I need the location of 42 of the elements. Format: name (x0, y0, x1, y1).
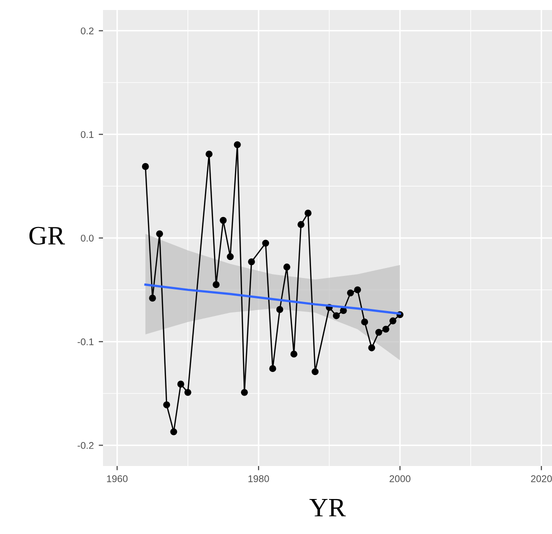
point (226, 253, 234, 260)
point (375, 328, 382, 336)
point (269, 365, 276, 372)
point (177, 380, 184, 388)
point (298, 221, 304, 228)
point (354, 286, 362, 294)
point (156, 230, 164, 238)
y-tick-label: 0.0 (80, 234, 94, 242)
point (283, 264, 290, 270)
point (163, 401, 170, 408)
point (234, 141, 241, 148)
point (332, 312, 340, 320)
x-tick-label: 1960 (107, 475, 128, 482)
x-tick-label: 1980 (248, 475, 269, 482)
point (389, 317, 396, 324)
point (220, 216, 227, 224)
point (304, 210, 312, 217)
x-tick-label: 2020 (531, 475, 552, 482)
point (212, 281, 220, 288)
y-axis-title: GR (29, 226, 65, 245)
point (290, 350, 298, 358)
point (347, 289, 354, 296)
point (149, 294, 156, 302)
point (248, 258, 255, 266)
point (368, 344, 376, 352)
x-axis-title: YR (309, 499, 346, 516)
point (240, 388, 248, 396)
x-tick-label: 2000 (390, 475, 410, 482)
y-tick-label: 0.2 (80, 27, 94, 34)
point (184, 388, 192, 396)
point (382, 326, 390, 333)
point (312, 368, 319, 376)
y-tick-label: -0.1 (78, 338, 94, 346)
y-tick-label: 0.1 (80, 131, 94, 138)
point (361, 318, 368, 326)
point (170, 428, 178, 436)
point (142, 163, 149, 170)
y-tick-label: -0.2 (78, 442, 94, 449)
point (206, 150, 213, 158)
point (340, 307, 347, 314)
point (276, 306, 284, 313)
point (262, 240, 270, 247)
